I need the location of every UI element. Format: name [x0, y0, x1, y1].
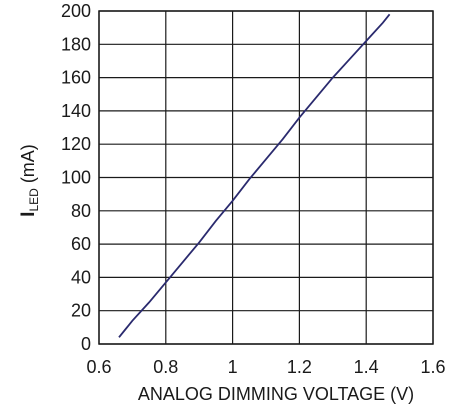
- y-axis-label: ILED (mA): [18, 144, 41, 217]
- y-tick-label: 120: [61, 134, 91, 154]
- y-tick-label: 20: [71, 301, 91, 321]
- series-line: [118, 13, 391, 338]
- series-layer: [118, 13, 391, 338]
- plot-frame: [98, 10, 434, 345]
- y-axis-label-main: I: [18, 212, 39, 217]
- y-tick-label: 160: [61, 68, 91, 88]
- y-tick-label: 60: [71, 234, 91, 254]
- y-tick-label: 80: [71, 201, 91, 221]
- x-tick-label: 0.6: [86, 357, 111, 377]
- y-tick-label: 0: [81, 334, 91, 354]
- y-tick-label: 200: [61, 1, 91, 21]
- y-axis-label-subscript: LED: [27, 188, 41, 212]
- x-axis-label: ANALOG DIMMING VOLTAGE (V): [138, 384, 414, 404]
- y-tick-label: 180: [61, 34, 91, 54]
- x-tick-label: 0.8: [153, 357, 178, 377]
- y-tick-label: 100: [61, 168, 91, 188]
- x-tick-label: 1.6: [420, 357, 445, 377]
- y-tick-labels: 0 20 40 60 80 100 120 140 160 180 200: [61, 1, 91, 354]
- y-tick-label: 40: [71, 267, 91, 287]
- x-tick-label: 1.4: [354, 357, 379, 377]
- y-tick-label: 140: [61, 101, 91, 121]
- x-tick-label: 1.2: [287, 357, 312, 377]
- x-tick-label: 1: [228, 357, 238, 377]
- grid-layer: [98, 10, 434, 345]
- x-tick-labels: 0.6 0.8 1 1.2 1.4 1.6: [86, 357, 445, 377]
- y-axis-label-unit: (mA): [18, 144, 38, 188]
